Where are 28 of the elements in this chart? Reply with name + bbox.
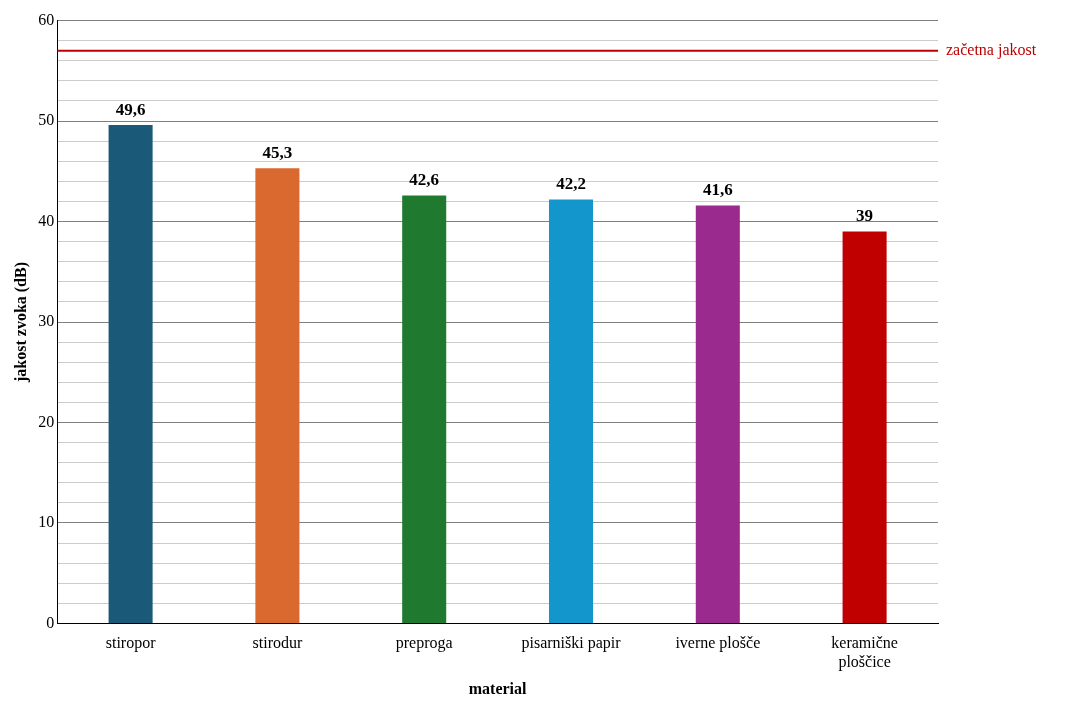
y-tick-label: 30	[38, 312, 55, 330]
bar	[402, 195, 447, 623]
y-tick-label: 0	[46, 613, 55, 631]
y-tick-label: 40	[38, 211, 55, 229]
data-label: 39	[856, 206, 874, 226]
bar	[255, 168, 300, 623]
x-tick-label: iverne plošče	[675, 634, 761, 653]
bar	[695, 205, 740, 623]
y-tick-label: 60	[38, 10, 55, 28]
x-tick-label: keramične ploščice	[831, 634, 898, 672]
x-tick-label: stiropor	[105, 634, 157, 653]
data-label: 42,2	[556, 174, 586, 194]
bar	[842, 231, 887, 623]
x-axis-title: material	[468, 679, 528, 697]
data-label: 41,6	[702, 180, 733, 200]
y-tick-label: 50	[38, 111, 55, 129]
y-tick-label: 10	[38, 513, 55, 531]
data-label: 49,6	[115, 99, 146, 119]
data-label: 45,3	[262, 143, 293, 163]
bar	[548, 199, 594, 623]
data-label: 42,6	[409, 170, 440, 190]
x-tick-label: pisarniški papir	[521, 634, 622, 653]
y-axis-title: jakost zvoka (dB)	[11, 261, 30, 384]
bar	[108, 125, 153, 623]
x-tick-label: preproga	[395, 634, 453, 653]
y-tick-label: 20	[38, 412, 55, 430]
ref-line-label: začetna jakost	[946, 40, 1037, 59]
x-tick-label: stirodur	[252, 634, 303, 652]
